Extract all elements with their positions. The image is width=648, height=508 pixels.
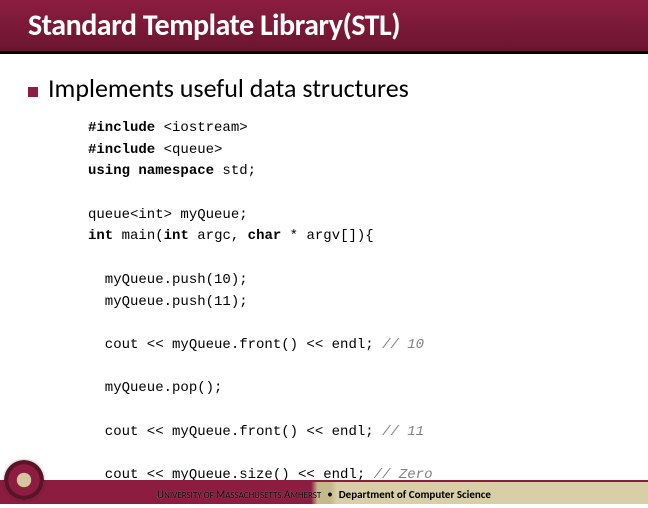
code-keyword: #include	[88, 142, 155, 158]
footer-text-part: M	[216, 488, 225, 501]
code-keyword: int	[88, 228, 113, 244]
code-text: myQueue.pop();	[88, 380, 222, 396]
code-keyword: int	[164, 228, 189, 244]
footer-text-part: ASSACHUSETTS	[225, 490, 281, 501]
code-text: queue<int> myQueue;	[88, 207, 248, 223]
code-text: std;	[214, 163, 256, 179]
footer-text-part: OF	[202, 490, 216, 501]
code-text: main(	[113, 228, 163, 244]
code-text: cout << myQueue.front() << endl;	[88, 424, 382, 440]
bullet-text: Implements useful data structures	[48, 72, 409, 104]
footer-text-part: A	[281, 488, 290, 501]
code-text: cout << myQueue.front() << endl;	[88, 337, 382, 353]
code-keyword: #include	[88, 120, 155, 136]
footer-university: UNIVERSITY OF MASSACHUSETTS AMHERST	[157, 488, 321, 501]
code-comment: // 10	[382, 337, 424, 353]
university-seal-icon	[4, 460, 44, 500]
footer-text-part: MHERST	[290, 490, 321, 501]
code-text: argc,	[189, 228, 248, 244]
footer-text: UNIVERSITY OF MASSACHUSETTS AMHERST•Depa…	[0, 488, 648, 501]
code-text: <queue>	[155, 142, 222, 158]
footer-text-part: NIVERSITY	[164, 490, 202, 501]
code-keyword: using namespace	[88, 163, 214, 179]
slide-footer: UNIVERSITY OF MASSACHUSETTS AMHERST•Depa…	[0, 470, 648, 504]
code-text: myQueue.push(11);	[88, 294, 248, 310]
footer-department: Department of Computer Science	[339, 488, 491, 501]
code-keyword: char	[248, 228, 282, 244]
footer-separator: •	[327, 488, 332, 501]
code-text: myQueue.push(10);	[88, 272, 248, 288]
title-bar: Standard Template Library(STL)	[0, 0, 648, 54]
code-block: #include <iostream> #include <queue> usi…	[28, 118, 620, 508]
code-text: <iostream>	[155, 120, 247, 136]
bullet-item: Implements useful data structures	[28, 72, 620, 104]
content-area: Implements useful data structures #inclu…	[0, 54, 648, 508]
bullet-marker-icon	[28, 87, 38, 97]
slide-title: Standard Template Library(STL)	[28, 7, 400, 44]
code-comment: // 11	[382, 424, 424, 440]
code-text: * argv[]){	[281, 228, 373, 244]
